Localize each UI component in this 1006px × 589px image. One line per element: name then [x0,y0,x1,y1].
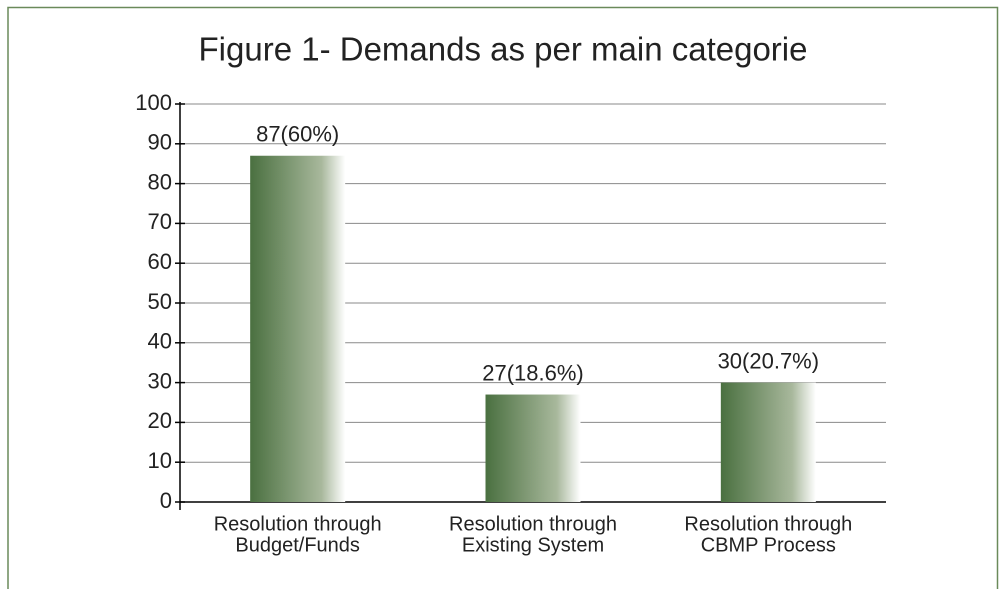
frame [7,6,999,589]
x-tick-label: CBMP Process [701,534,836,556]
value-label: 30(20.7%) [718,348,820,373]
x-tick-label: Resolution through [449,513,617,535]
y-tick-label: 0 [160,488,172,513]
x-tick-label: Resolution through [214,513,382,535]
x-tick-label: Existing System [462,534,604,556]
x-tick-label: Budget/Funds [235,534,360,556]
y-tick-label: 50 [148,289,172,314]
y-tick-label: 30 [148,368,172,393]
value-label: 27(18.6%) [482,360,584,385]
y-tick-label: 100 [135,90,172,115]
value-label: 87(60%) [256,122,339,147]
y-tick-label: 10 [148,448,172,473]
bar [485,394,581,502]
y-tick-label: 40 [148,329,172,354]
y-tick-label: 90 [148,130,172,155]
y-tick-label: 80 [148,169,172,194]
chart-title: Figure 1- Demands as per main categorie [199,31,808,68]
y-tick-label: 20 [148,408,172,433]
bar [720,382,816,502]
y-tick-label: 70 [148,209,172,234]
bar [250,155,346,503]
y-tick-label: 60 [148,249,172,274]
x-tick-label: Resolution through [684,513,852,535]
